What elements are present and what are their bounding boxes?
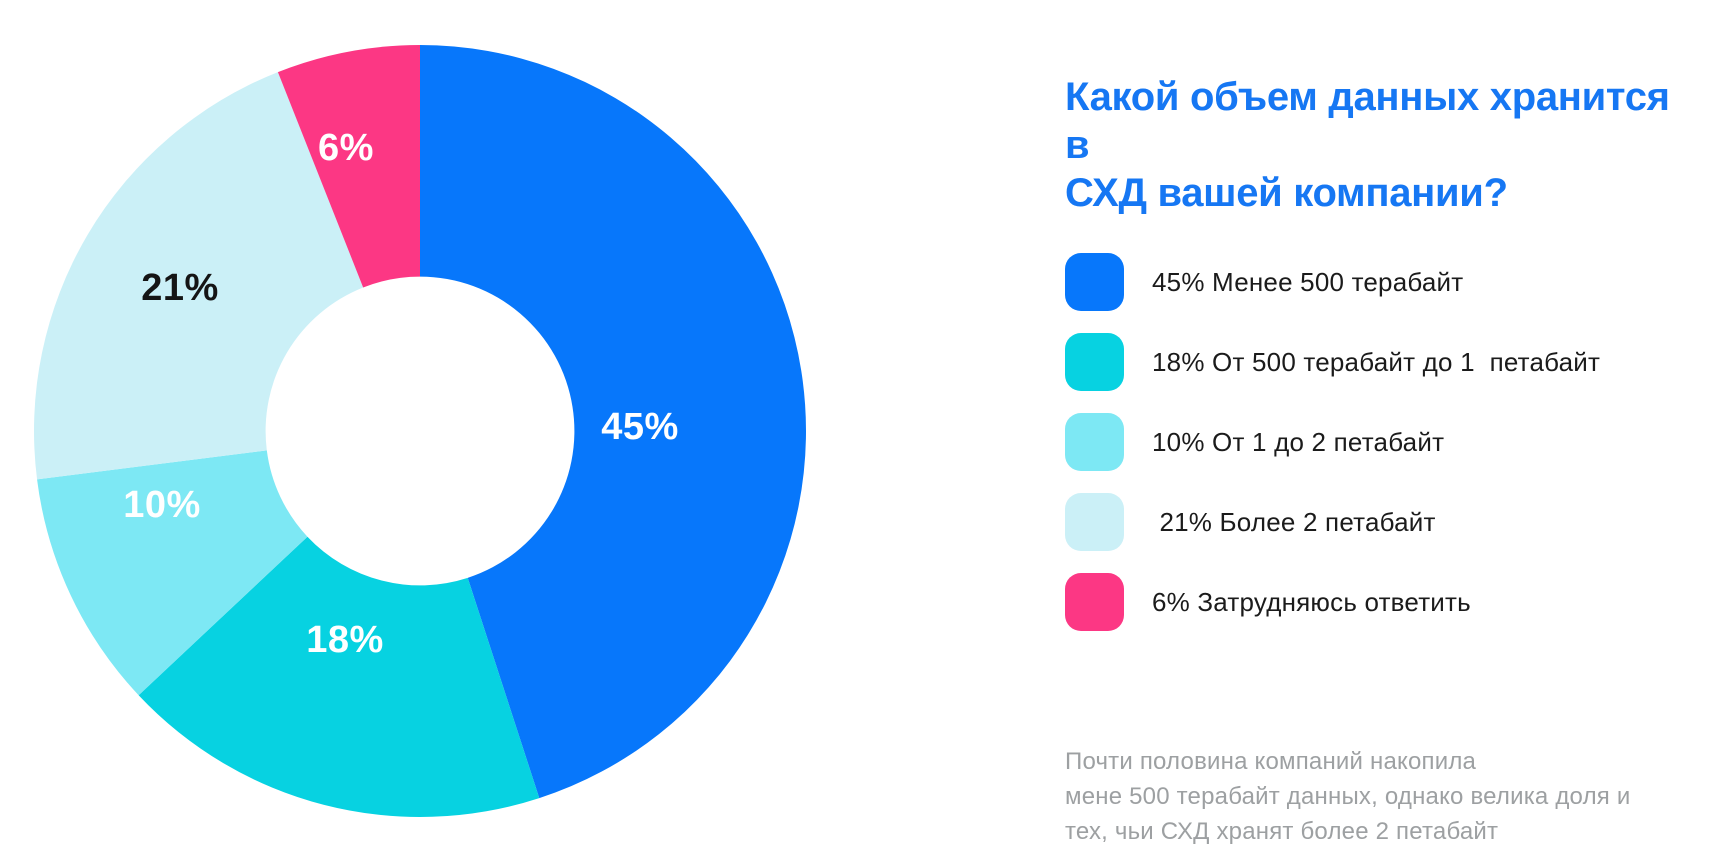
chart-title: Какой объем данных хранится в СХД вашей …: [1065, 73, 1685, 217]
donut-slice-label: 6%: [318, 127, 374, 169]
legend-item: 45% Менее 500 терабайт: [1065, 253, 1685, 311]
legend-label: 6% Затрудняюсь ответить: [1152, 586, 1471, 617]
legend-swatch: [1065, 253, 1124, 311]
footnote-line: мене 500 терабайт данных, однако велика …: [1065, 783, 1631, 810]
donut-slice-label: 18%: [306, 619, 384, 661]
legend-item: 6% Затрудняюсь ответить: [1065, 573, 1685, 631]
right-panel: Какой объем данных хранится в СХД вашей …: [1065, 73, 1685, 849]
legend-label: 45% Менее 500 терабайт: [1152, 266, 1464, 297]
footnote: Почти половина компаний накопила мене 50…: [1065, 744, 1685, 849]
legend: 45% Менее 500 терабайт 18% От 500 терабай…: [1065, 253, 1685, 631]
donut-chart: 45% 18% 10% 21% 6%: [33, 45, 806, 817]
legend-label: 10% От 1 до 2 петабайт: [1152, 426, 1445, 457]
donut-slice-label: 45%: [601, 406, 679, 448]
legend-item: 10% От 1 до 2 петабайт: [1065, 413, 1685, 471]
donut-slice: [138, 536, 540, 817]
footnote-line: тех, чьи СХД хранят более 2 петабайт: [1065, 818, 1499, 845]
donut-slice: [37, 450, 308, 696]
donut-slice: [420, 45, 806, 799]
legend-label: 18% От 500 терабайт до 1 петабайт: [1152, 346, 1601, 377]
legend-swatch: [1065, 573, 1124, 631]
legend-swatch: [1065, 333, 1124, 391]
legend-label: 21% Более 2 петабайт: [1152, 506, 1436, 537]
donut-slice: [277, 45, 420, 288]
legend-item: 18% От 500 терабайт до 1 петабайт: [1065, 333, 1685, 391]
donut-slice: [33, 72, 364, 480]
legend-item: 21% Более 2 петабайт: [1065, 493, 1685, 551]
chart-title-line: Какой объем данных хранится в: [1065, 75, 1670, 167]
footnote-line: Почти половина компаний накопила: [1065, 748, 1477, 775]
donut-slice-label: 10%: [123, 484, 201, 526]
donut-slice-label: 21%: [141, 267, 219, 309]
legend-swatch: [1065, 493, 1124, 551]
legend-swatch: [1065, 413, 1124, 471]
chart-title-line: СХД вашей компании?: [1065, 171, 1508, 215]
